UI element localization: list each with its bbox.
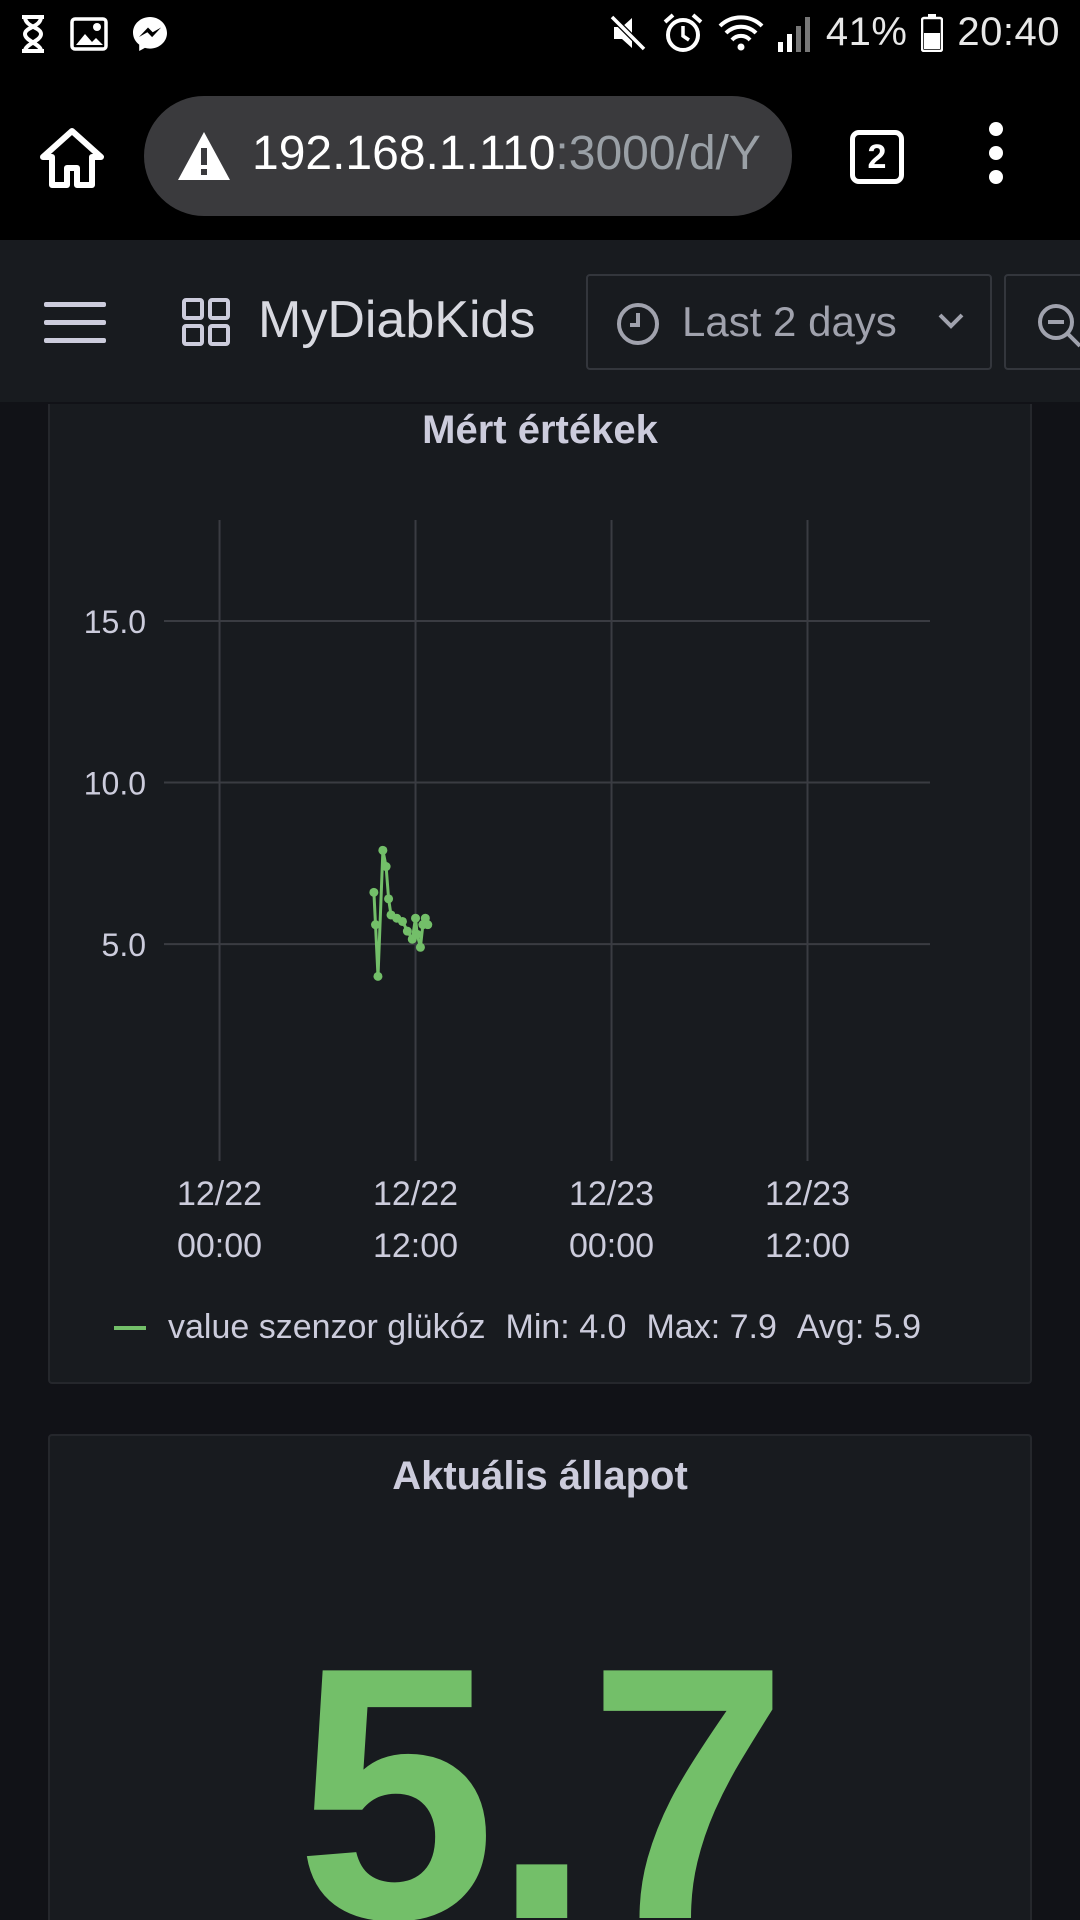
status-bar: 41% 20:40 — [0, 0, 1080, 72]
clock-time: 20:40 — [957, 10, 1060, 54]
url-path: :3000/d/Y — [555, 127, 761, 180]
panel-title[interactable]: Aktuális állapot — [392, 1454, 688, 1498]
x-tick-label: 12/23 — [765, 1175, 850, 1213]
hourglass-icon — [18, 14, 48, 54]
image-icon — [70, 17, 108, 51]
x-tick-label: 00:00 — [177, 1227, 262, 1265]
data-point — [412, 929, 422, 939]
data-point — [369, 887, 379, 897]
x-tick-label: 00:00 — [569, 1227, 654, 1265]
menu-icon[interactable] — [44, 302, 106, 343]
data-point — [381, 862, 391, 872]
x-tick-label: 12:00 — [373, 1227, 458, 1265]
battery-icon — [921, 13, 944, 52]
stat-panel[interactable]: Aktuális állapot 5.7 — [48, 1434, 1032, 1920]
y-tick-label: 15.0 — [84, 604, 146, 640]
y-tick-label: 10.0 — [84, 766, 146, 802]
signal-icon — [777, 14, 812, 52]
data-point — [384, 894, 394, 904]
home-button[interactable] — [38, 124, 106, 192]
graph-panel[interactable]: Mért értékek 5.0 10.0 15.0 12/22 00:00 12/22 1… — [48, 404, 1032, 1384]
zoom-out-button[interactable] — [1004, 274, 1080, 370]
current-glucose-value: 5.7 — [295, 1593, 788, 1920]
x-tick-label: 12:00 — [765, 1227, 850, 1265]
battery-percent: 41% — [825, 10, 908, 54]
data-point — [378, 845, 388, 855]
time-range-label: Last 2 days — [682, 298, 897, 345]
legend-min: Min: 4.0 — [505, 1308, 627, 1346]
messenger-icon — [130, 14, 170, 54]
home-icon — [40, 128, 104, 188]
browser-toolbar: 192.168.1.110:3000/d/Y 2 — [0, 72, 1080, 240]
more-vert-icon[interactable] — [980, 122, 1012, 192]
zoom-out-icon — [1038, 304, 1080, 348]
data-point — [415, 942, 425, 952]
chevron-down-icon — [938, 313, 964, 329]
tabs-button[interactable]: 2 — [850, 130, 904, 184]
data-point — [397, 916, 407, 926]
data-point — [411, 913, 421, 923]
legend-max: Max: 7.9 — [646, 1308, 777, 1346]
chart-legend: value szenzor glükóz Min: 4.0 Max: 7.9 A… — [114, 1308, 921, 1347]
warning-icon[interactable] — [176, 130, 232, 182]
series-line — [372, 850, 430, 977]
mute-icon — [608, 13, 648, 53]
clock-icon — [617, 303, 659, 345]
time-range-picker[interactable]: Last 2 days — [586, 274, 992, 370]
glucose-chart[interactable]: 5.0 10.0 15.0 12/22 00:00 12/22 12:00 12/23 00:0… — [50, 464, 1030, 1284]
data-point — [373, 971, 383, 981]
dashboard-title[interactable]: MyDiabKids — [258, 291, 536, 349]
alarm-icon — [662, 12, 704, 54]
legend-avg: Avg: 5.9 — [796, 1308, 921, 1346]
url-text: 192.168.1.110:3000/d/Y — [252, 126, 772, 181]
legend-swatch — [114, 1325, 146, 1330]
dashboard-navbar: MyDiabKids Last 2 days — [0, 240, 1080, 402]
x-tick-label: 12/22 — [177, 1175, 262, 1213]
y-tick-label: 5.0 — [102, 927, 146, 963]
url-host: 192.168.1.110 — [252, 127, 556, 180]
data-point — [371, 920, 381, 930]
data-point — [402, 926, 412, 936]
legend-series-name[interactable]: value szenzor glükóz — [168, 1308, 486, 1346]
address-bar[interactable]: 192.168.1.110:3000/d/Y — [144, 96, 792, 216]
x-tick-label: 12/22 — [373, 1175, 458, 1213]
data-point — [423, 920, 433, 930]
x-tick-label: 12/23 — [569, 1175, 654, 1213]
panel-title[interactable]: Mért értékek — [422, 408, 658, 452]
dashboard-grid-icon — [182, 298, 230, 346]
wifi-icon — [718, 14, 764, 52]
